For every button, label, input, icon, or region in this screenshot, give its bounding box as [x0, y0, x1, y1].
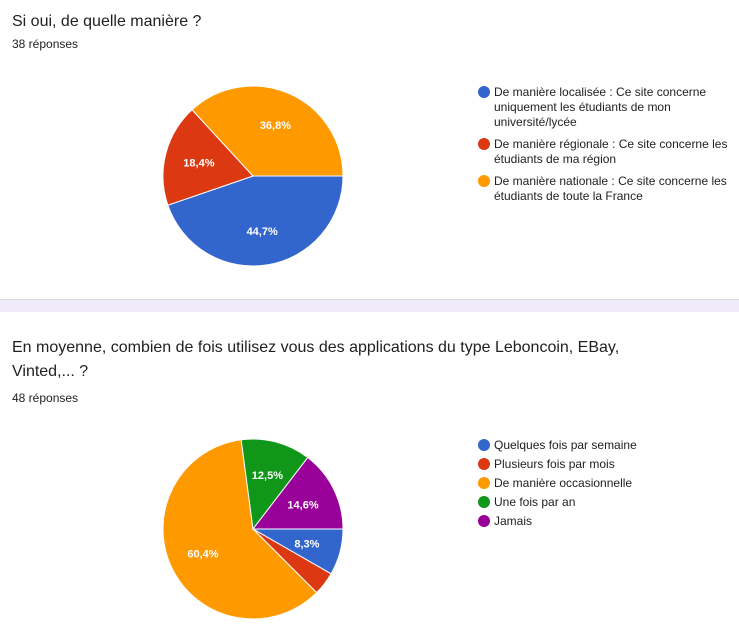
pie-slice-de-maniere-localisee-ce-site-concerne-un[interactable]: [167, 175, 344, 267]
legend-swatch-icon: [478, 439, 490, 451]
legend-swatch-icon: [478, 138, 490, 150]
legend-swatch-icon: [478, 515, 490, 527]
response-count: 48 réponses: [12, 391, 79, 405]
legend-label: De manière occasionnelle: [494, 476, 633, 490]
data-label: 44,7%: [247, 226, 278, 238]
chart-legend: De manière localisée : Ce site concerne …: [478, 85, 728, 211]
legend-label: Plusieurs fois par mois: [494, 457, 615, 471]
legend-item[interactable]: Jamais: [478, 514, 728, 529]
data-label: 36,8%: [260, 120, 291, 132]
legend-swatch-icon: [478, 458, 490, 470]
legend-label: Une fois par an: [494, 495, 576, 509]
pie-slice-de-maniere-regionale-ce-site-concerne-le[interactable]: [162, 109, 254, 206]
question-card-2: En moyenne, combien de fois utilisez vou…: [0, 312, 739, 641]
legend-item[interactable]: De manière régionale : Ce site concerne …: [478, 137, 728, 167]
legend-item[interactable]: Plusieurs fois par mois: [478, 457, 728, 472]
data-label: 60,4%: [187, 549, 218, 561]
legend-swatch-icon: [478, 175, 490, 187]
data-label: 8,3%: [294, 538, 319, 550]
pie-slice-de-maniere-occasionnelle[interactable]: [162, 439, 318, 620]
legend-item[interactable]: Quelques fois par semaine: [478, 438, 728, 453]
question-card-1: Si oui, de quelle manière ? 38 réponses …: [0, 0, 739, 300]
pie-slice-une-fois-par-an[interactable]: [240, 438, 309, 531]
pie-slice-jamais[interactable]: [251, 456, 344, 530]
chart-legend: Quelques fois par semaine Plusieurs fois …: [478, 438, 728, 533]
legend-swatch-icon: [478, 86, 490, 98]
legend-swatch-icon: [478, 496, 490, 508]
legend-item[interactable]: De manière localisée : Ce site concerne …: [478, 85, 728, 130]
response-count: 38 réponses: [12, 37, 79, 51]
legend-item[interactable]: Une fois par an: [478, 495, 728, 510]
legend-label: De manière localisée : Ce site concerne …: [494, 85, 707, 129]
legend-label: De manière régionale : Ce site concerne …: [494, 137, 728, 166]
pie-chart-1: 44,7% 18,4% 36,8%: [162, 85, 344, 267]
pie-slice-de-maniere-nationale-ce-site-concerne-le[interactable]: [191, 85, 344, 177]
question-title: En moyenne, combien de fois utilisez vou…: [12, 339, 620, 380]
data-label: 14,6%: [287, 499, 318, 511]
legend-swatch-icon: [478, 477, 490, 489]
legend-label: Quelques fois par semaine: [494, 438, 637, 452]
data-label: 12,5%: [252, 470, 283, 482]
pie-chart-2: 8,3% 60,4% 12,5% 14,6%: [162, 438, 344, 620]
question-title: Si oui, de quelle manière ?: [12, 13, 202, 30]
legend-label: De manière nationale : Ce site concerne …: [494, 174, 727, 203]
legend-label: Jamais: [494, 514, 533, 528]
legend-item[interactable]: De manière occasionnelle: [478, 476, 728, 491]
legend-item[interactable]: De manière nationale : Ce site concerne …: [478, 174, 728, 204]
data-label: 18,4%: [183, 157, 214, 169]
